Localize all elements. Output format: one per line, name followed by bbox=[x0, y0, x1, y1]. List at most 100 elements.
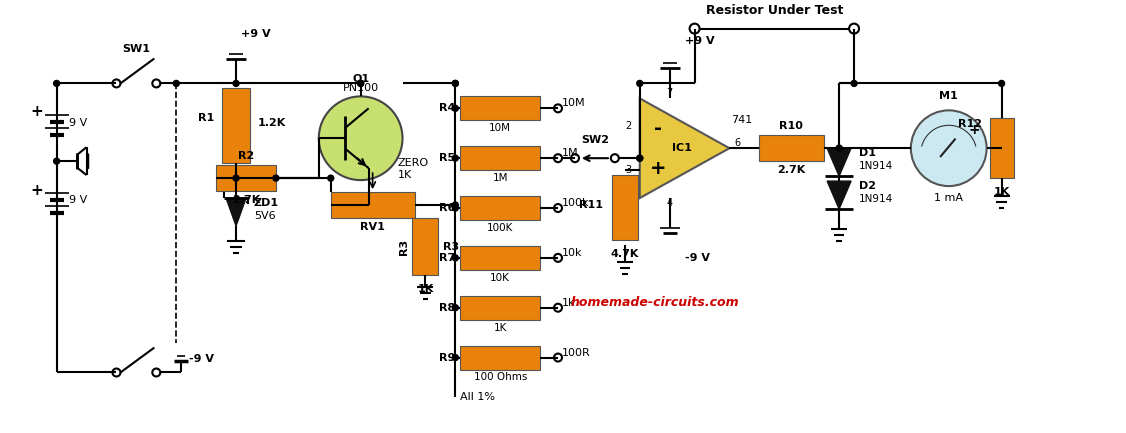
Circle shape bbox=[837, 145, 842, 151]
Polygon shape bbox=[828, 181, 851, 209]
Text: 6: 6 bbox=[734, 138, 741, 148]
Circle shape bbox=[319, 97, 402, 180]
Circle shape bbox=[453, 105, 458, 111]
Circle shape bbox=[453, 305, 458, 311]
Circle shape bbox=[272, 175, 279, 181]
Text: R2: R2 bbox=[238, 151, 254, 161]
Text: Resistor Under Test: Resistor Under Test bbox=[706, 4, 843, 17]
Bar bbox=[461, 346, 540, 369]
Text: 1M: 1M bbox=[562, 148, 579, 158]
Text: +: + bbox=[30, 183, 43, 197]
Text: +: + bbox=[968, 123, 981, 137]
Circle shape bbox=[637, 155, 643, 161]
Text: ZD1: ZD1 bbox=[254, 198, 279, 208]
Text: ZERO: ZERO bbox=[397, 158, 429, 168]
Text: 2: 2 bbox=[626, 121, 632, 131]
Circle shape bbox=[851, 81, 857, 87]
Circle shape bbox=[453, 355, 458, 361]
Bar bbox=[222, 88, 250, 163]
Text: +9 V: +9 V bbox=[241, 29, 270, 39]
Text: R8: R8 bbox=[439, 303, 455, 313]
Text: Q1: Q1 bbox=[352, 74, 369, 84]
Text: 1.2K: 1.2K bbox=[258, 118, 286, 128]
Circle shape bbox=[453, 205, 458, 211]
Text: 2.7K: 2.7K bbox=[232, 195, 260, 205]
Text: RV1: RV1 bbox=[360, 222, 385, 232]
Bar bbox=[412, 218, 438, 275]
Text: SW1: SW1 bbox=[123, 44, 151, 54]
Bar bbox=[461, 97, 540, 120]
Circle shape bbox=[233, 175, 239, 181]
Text: 100 Ohms: 100 Ohms bbox=[474, 372, 527, 382]
Text: R12: R12 bbox=[957, 120, 982, 129]
Polygon shape bbox=[828, 148, 851, 176]
Text: 1K: 1K bbox=[993, 187, 1010, 197]
Text: PN100: PN100 bbox=[342, 84, 378, 94]
Text: 100K: 100K bbox=[488, 223, 513, 233]
Text: R7: R7 bbox=[439, 253, 455, 263]
Text: 1K: 1K bbox=[397, 170, 412, 180]
Circle shape bbox=[233, 81, 239, 87]
Text: R6: R6 bbox=[439, 203, 455, 213]
Text: 10M: 10M bbox=[562, 98, 586, 108]
Text: 9 V: 9 V bbox=[70, 118, 88, 128]
Text: R9: R9 bbox=[439, 352, 455, 362]
Text: 5V6: 5V6 bbox=[254, 211, 276, 221]
Text: +9 V: +9 V bbox=[685, 36, 714, 45]
Text: 10M: 10M bbox=[489, 123, 511, 133]
Circle shape bbox=[837, 145, 842, 151]
Bar bbox=[461, 146, 540, 170]
Text: 1 mA: 1 mA bbox=[935, 193, 963, 203]
Polygon shape bbox=[640, 98, 730, 198]
Text: 9 V: 9 V bbox=[70, 195, 88, 205]
Text: 1k: 1k bbox=[562, 298, 575, 308]
Circle shape bbox=[453, 81, 458, 87]
Text: 1N914: 1N914 bbox=[859, 194, 893, 204]
Polygon shape bbox=[226, 198, 245, 226]
Text: R10: R10 bbox=[779, 121, 803, 131]
Text: 100k: 100k bbox=[562, 198, 590, 208]
Circle shape bbox=[54, 158, 60, 164]
Text: D1: D1 bbox=[859, 148, 876, 158]
Bar bbox=[461, 246, 540, 270]
Circle shape bbox=[637, 155, 643, 161]
Circle shape bbox=[637, 81, 643, 87]
Text: R4: R4 bbox=[439, 103, 455, 113]
Circle shape bbox=[328, 175, 333, 181]
Circle shape bbox=[453, 255, 458, 261]
Text: R5: R5 bbox=[439, 153, 455, 163]
Bar bbox=[990, 118, 1013, 178]
Circle shape bbox=[911, 110, 986, 186]
Text: 741: 741 bbox=[731, 115, 752, 125]
Text: 4: 4 bbox=[667, 198, 672, 208]
Circle shape bbox=[453, 81, 458, 87]
Text: R1: R1 bbox=[198, 113, 214, 123]
Text: SW2: SW2 bbox=[581, 135, 609, 145]
Text: 4.7K: 4.7K bbox=[610, 249, 638, 259]
Text: 1K: 1K bbox=[493, 323, 507, 333]
Circle shape bbox=[358, 81, 364, 87]
Text: All 1%: All 1% bbox=[461, 392, 495, 402]
Text: M1: M1 bbox=[939, 91, 958, 101]
Text: 100R: 100R bbox=[562, 348, 591, 358]
Bar bbox=[611, 175, 637, 240]
Circle shape bbox=[358, 81, 364, 87]
Text: 3: 3 bbox=[626, 165, 632, 175]
Text: 7: 7 bbox=[667, 88, 672, 98]
Bar bbox=[461, 196, 540, 220]
Circle shape bbox=[54, 81, 60, 87]
Text: 10k: 10k bbox=[562, 248, 582, 258]
Circle shape bbox=[173, 81, 179, 87]
Bar bbox=[759, 135, 824, 161]
Text: 1N914: 1N914 bbox=[859, 161, 893, 171]
Bar bbox=[216, 165, 276, 191]
Text: -: - bbox=[654, 119, 662, 138]
Text: +: + bbox=[30, 104, 43, 119]
Text: R3: R3 bbox=[444, 242, 459, 252]
Text: 1M: 1M bbox=[492, 173, 508, 183]
Text: homemade-circuits.com: homemade-circuits.com bbox=[571, 296, 739, 309]
Text: IC1: IC1 bbox=[672, 143, 691, 153]
Circle shape bbox=[999, 81, 1004, 87]
Text: +: + bbox=[650, 158, 665, 178]
Circle shape bbox=[453, 155, 458, 161]
